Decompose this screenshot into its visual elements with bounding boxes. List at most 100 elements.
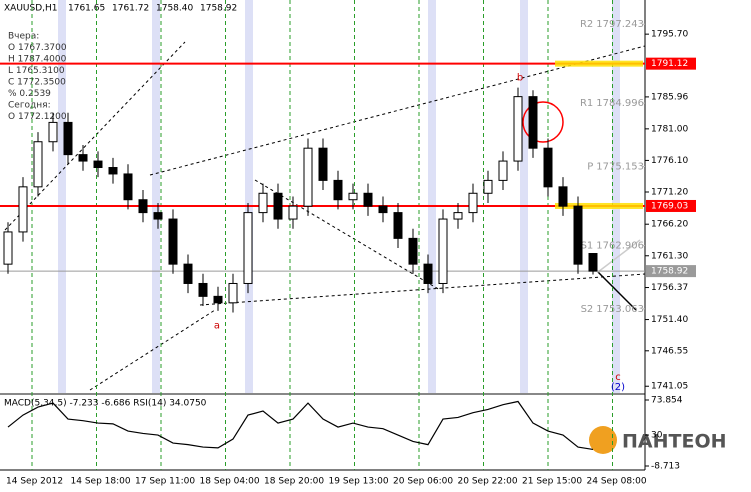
candle-body — [573, 205, 583, 265]
trend-line — [4, 41, 186, 231]
level-label-bg — [646, 199, 696, 212]
candle-body — [3, 231, 13, 265]
y-tick-label: 1776.10 — [651, 156, 688, 166]
candle-body — [138, 199, 148, 214]
pivot-value: 1775.153 — [596, 162, 644, 173]
info-line: Вчера: — [8, 32, 39, 42]
info-line: O 1767.3700 — [8, 43, 67, 53]
ohlc-value: 1761.65 — [68, 4, 105, 14]
info-line: O 1772.1200 — [8, 112, 67, 122]
pivot-value: 1784.996 — [596, 98, 644, 109]
ohlc-value: 1758.40 — [156, 4, 193, 14]
x-tick-label: 21 Sep 15:00 — [522, 477, 582, 487]
logo: ПАНТЕОН — [589, 426, 727, 454]
y-tick-label: 1746.55 — [651, 346, 688, 356]
level-zone — [555, 202, 643, 209]
candle-body — [213, 295, 223, 304]
candle-body — [438, 218, 448, 284]
candle-body — [78, 154, 88, 162]
ohlc-value: 1758.92 — [200, 4, 237, 14]
candle-body — [483, 179, 493, 194]
candle-body — [18, 186, 28, 233]
logo-icon — [589, 426, 617, 454]
candle-body — [243, 212, 253, 284]
candle-body — [108, 167, 118, 175]
logo-text: ПАНТЕОН — [622, 431, 727, 453]
highlight-circle — [522, 101, 564, 143]
pivot-name: P — [587, 162, 593, 173]
candle-body — [453, 212, 463, 220]
level-label-bg — [646, 57, 696, 70]
x-tick-label: 20 Sep 06:00 — [393, 477, 453, 487]
pivot-name: R1 — [580, 98, 593, 109]
candle-body — [348, 192, 358, 201]
trend-line — [199, 273, 646, 306]
candle-body — [378, 205, 388, 214]
candle-body — [48, 121, 58, 143]
x-tick-label: 18 Sep 20:00 — [264, 477, 324, 487]
panel-divider — [0, 393, 645, 395]
session-band — [612, 0, 620, 393]
info-line: L 1765.3100 — [8, 66, 65, 76]
pivot-value: 1753.063 — [596, 304, 644, 315]
info-line: H 1787.4000 — [8, 55, 67, 65]
y-tick-label: 1766.20 — [651, 220, 688, 230]
y-tick-label: 1751.40 — [651, 315, 688, 325]
session-band — [152, 0, 160, 393]
session-band — [58, 0, 66, 393]
info-line: % 0.2539 — [8, 89, 51, 99]
candle-body — [123, 173, 133, 201]
session-band — [245, 0, 253, 393]
y-tick-label: 1756.37 — [651, 283, 688, 293]
level-label: 1791.12 — [651, 59, 688, 69]
candle-body — [528, 96, 538, 149]
session-bands — [58, 0, 620, 393]
wave-label: (2) — [611, 382, 625, 393]
projection-line — [597, 239, 641, 273]
candle-body — [153, 212, 163, 220]
candle-body — [333, 179, 343, 201]
candle-body — [468, 192, 478, 214]
trend-line — [89, 309, 216, 391]
pivot-name: S1 — [581, 240, 594, 251]
x-tick-label: 18 Sep 04:00 — [200, 477, 260, 487]
level-zone — [555, 60, 643, 67]
candle-body — [498, 160, 508, 181]
session-band — [428, 0, 436, 393]
pivot-value: 1797.243 — [596, 19, 644, 30]
indicator-title: MACD(5,34,5) -7.233 -6.686 RSI(14) 34.07… — [4, 399, 207, 409]
info-line: Сегодня: — [8, 101, 51, 111]
projection-line — [597, 271, 637, 311]
pivot-name: S2 — [581, 304, 594, 315]
candle-body — [513, 96, 523, 162]
candle-body — [303, 147, 313, 207]
candle-body — [183, 263, 193, 284]
x-tick-label: 17 Sep 11:00 — [135, 477, 195, 487]
candle-body — [423, 263, 433, 284]
indicator-line — [7, 400, 594, 451]
candle-body — [33, 141, 43, 188]
pivot-name: R2 — [580, 19, 593, 30]
y-tick-label: 1761.30 — [651, 251, 688, 261]
candle-body — [558, 186, 568, 207]
candle-body — [408, 237, 418, 265]
level-label: 1769.03 — [651, 201, 688, 211]
candle-body — [543, 147, 553, 188]
x-tick-label: 24 Sep 08:00 — [587, 477, 647, 487]
chart-title: XAUUSD,H1 — [4, 4, 58, 14]
candle-body — [318, 147, 328, 181]
level-label-bg — [646, 265, 696, 278]
candle-body — [258, 192, 268, 214]
candle-body — [63, 121, 73, 156]
trend-line — [149, 45, 646, 176]
y-tick-label: 1781.00 — [651, 124, 688, 134]
pivot-value: 1762.906 — [596, 240, 644, 251]
x-tick-label: 20 Sep 22:00 — [458, 477, 518, 487]
level-label: 1758.92 — [651, 267, 688, 277]
candle-body — [168, 218, 178, 265]
wave-label: b — [517, 72, 523, 83]
x-tick-label: 14 Sep 18:00 — [71, 477, 131, 487]
candle-body — [228, 282, 238, 304]
